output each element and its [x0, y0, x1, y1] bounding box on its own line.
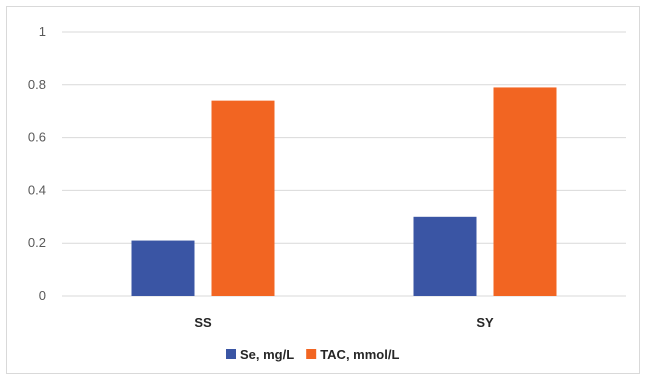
y-axis: 0 0.2 0.4 0.6 0.8 1 — [28, 24, 46, 303]
bar-ss-series-1 — [211, 100, 275, 296]
legend-swatch — [226, 349, 236, 359]
legend-label: Se, mg/L — [240, 347, 294, 362]
bar-sy-series-1 — [493, 87, 557, 296]
y-tick-label: 0.6 — [28, 130, 46, 145]
y-tick-label: 0.4 — [28, 182, 46, 197]
bar-ss-series-0 — [131, 240, 195, 296]
legend-swatch — [306, 349, 317, 359]
bars — [131, 87, 557, 296]
bar-sy-series-0 — [413, 216, 477, 296]
legend-label: TAC, mmol/L — [320, 347, 399, 362]
y-tick-label: 0 — [39, 288, 46, 303]
y-tick-label: 0.2 — [28, 235, 46, 250]
legend: Se, mg/L TAC, mmol/L — [226, 347, 399, 362]
y-tick-label: 0.8 — [28, 77, 46, 92]
y-tick-label: 1 — [39, 24, 46, 39]
x-category-label: SY — [476, 315, 494, 330]
x-category-label: SS — [194, 315, 212, 330]
x-axis: SS SY — [194, 315, 494, 330]
